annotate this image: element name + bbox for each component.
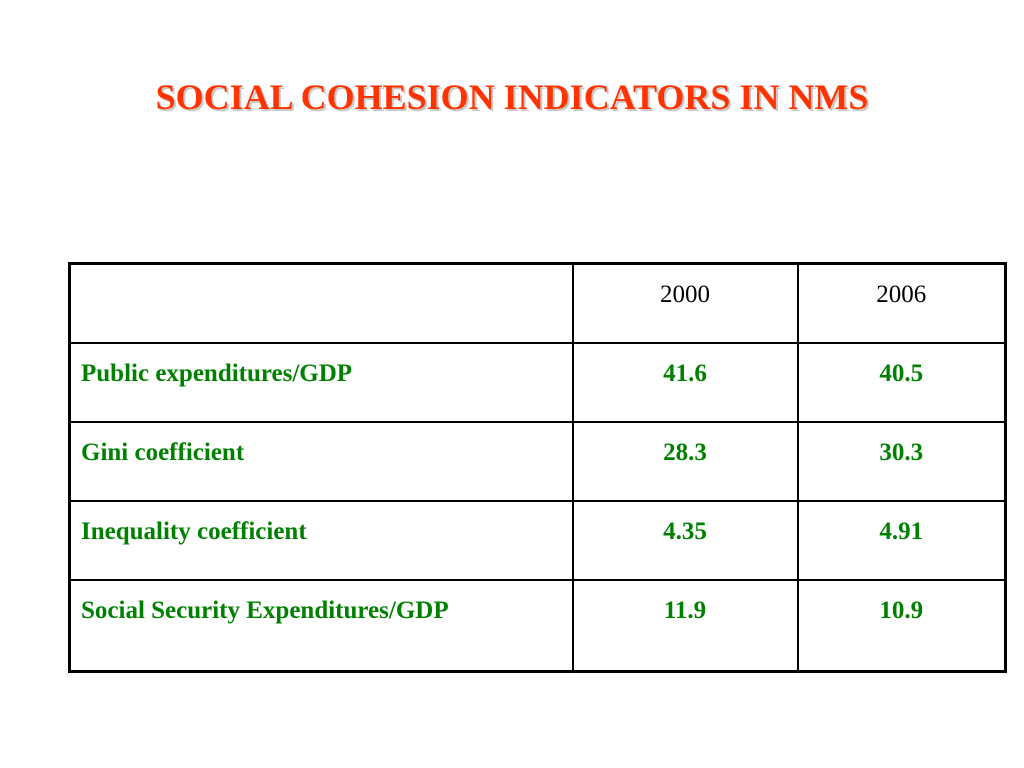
header-cell-2006: 2006 bbox=[796, 262, 1007, 344]
value-2006: 30.3 bbox=[796, 420, 1007, 502]
row-label: Inequality coefficient bbox=[68, 499, 574, 581]
header-cell-empty bbox=[68, 262, 574, 344]
value-2006: 10.9 bbox=[796, 578, 1007, 673]
value-2000: 11.9 bbox=[571, 578, 799, 673]
header-cell-2000: 2000 bbox=[571, 262, 799, 344]
value-2000: 28.3 bbox=[571, 420, 799, 502]
table-header-row: 2000 2006 bbox=[68, 262, 1007, 344]
row-label: Public expenditures/GDP bbox=[68, 341, 574, 423]
slide-title: SOCIAL COHESION INDICATORS IN NMS bbox=[155, 77, 869, 117]
table-row: Public expenditures/GDP 41.6 40.5 bbox=[68, 341, 1007, 423]
value-2006: 4.91 bbox=[796, 499, 1007, 581]
table-row: Social Security Expenditures/GDP 11.9 10… bbox=[68, 578, 1007, 673]
table-row: Inequality coefficient 4.35 4.91 bbox=[68, 499, 1007, 581]
value-2000: 41.6 bbox=[571, 341, 799, 423]
table-row: Gini coefficient 28.3 30.3 bbox=[68, 420, 1007, 502]
value-2000: 4.35 bbox=[571, 499, 799, 581]
value-2006: 40.5 bbox=[796, 341, 1007, 423]
row-label: Gini coefficient bbox=[68, 420, 574, 502]
indicators-table: 2000 2006 Public expenditures/GDP 41.6 4… bbox=[68, 262, 1007, 673]
row-label: Social Security Expenditures/GDP bbox=[68, 578, 574, 673]
